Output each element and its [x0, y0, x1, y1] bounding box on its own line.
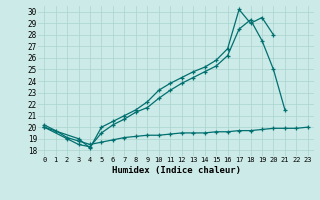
- X-axis label: Humidex (Indice chaleur): Humidex (Indice chaleur): [111, 166, 241, 175]
